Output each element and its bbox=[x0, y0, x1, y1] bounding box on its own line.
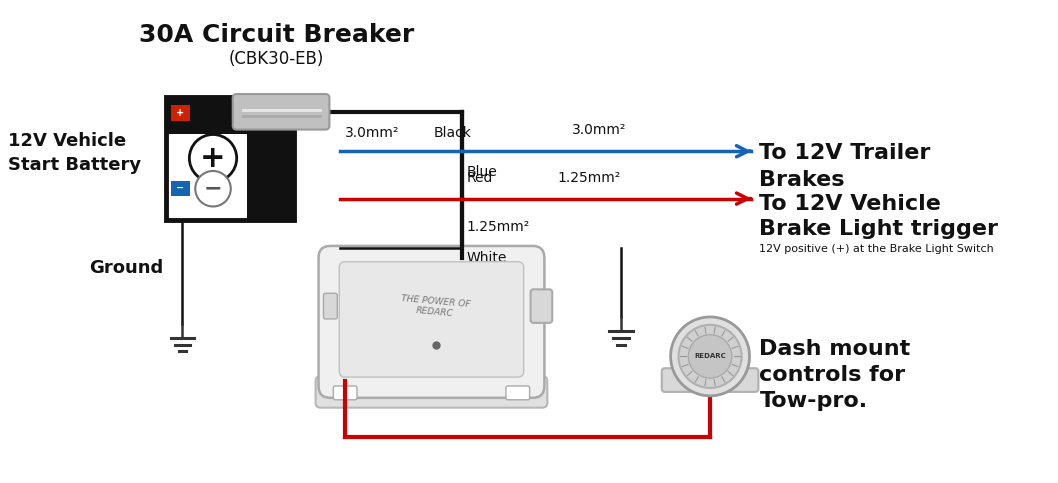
FancyBboxPatch shape bbox=[340, 262, 524, 377]
Text: Blue: Blue bbox=[467, 165, 497, 179]
Text: Ground: Ground bbox=[89, 258, 163, 277]
Text: (CBK30-EB): (CBK30-EB) bbox=[229, 50, 324, 68]
Text: Black: Black bbox=[434, 126, 472, 140]
Text: 12V positive (+) at the Brake Light Switch: 12V positive (+) at the Brake Light Swit… bbox=[760, 244, 995, 254]
FancyBboxPatch shape bbox=[233, 94, 329, 129]
Text: 1.25mm²: 1.25mm² bbox=[467, 220, 530, 234]
Polygon shape bbox=[166, 97, 294, 134]
Bar bbox=[170, 181, 190, 196]
Text: Red: Red bbox=[467, 171, 493, 185]
Text: 3.0mm²: 3.0mm² bbox=[572, 124, 626, 138]
FancyBboxPatch shape bbox=[315, 376, 547, 408]
Text: To 12V Vehicle
Brake Light trigger: To 12V Vehicle Brake Light trigger bbox=[760, 194, 999, 239]
Bar bbox=[170, 105, 190, 121]
Text: 3.0mm²: 3.0mm² bbox=[345, 126, 400, 140]
FancyBboxPatch shape bbox=[661, 368, 759, 392]
Text: +: + bbox=[200, 143, 225, 172]
Text: 12V Vehicle
Start Battery: 12V Vehicle Start Battery bbox=[7, 132, 141, 174]
Text: −: − bbox=[177, 183, 184, 193]
FancyBboxPatch shape bbox=[324, 293, 338, 319]
Text: To 12V Trailer
Brakes: To 12V Trailer Brakes bbox=[760, 143, 931, 190]
FancyBboxPatch shape bbox=[506, 386, 530, 400]
Text: REDARC: REDARC bbox=[694, 354, 726, 359]
FancyBboxPatch shape bbox=[530, 289, 552, 323]
FancyBboxPatch shape bbox=[318, 246, 545, 398]
Circle shape bbox=[678, 325, 742, 388]
Text: THE POWER OF
REDARC: THE POWER OF REDARC bbox=[400, 294, 471, 319]
Text: White: White bbox=[467, 251, 507, 265]
Circle shape bbox=[689, 335, 732, 378]
FancyBboxPatch shape bbox=[333, 386, 357, 400]
Circle shape bbox=[189, 134, 237, 182]
Text: −: − bbox=[204, 179, 222, 199]
Polygon shape bbox=[247, 134, 294, 220]
Text: Dash mount
controls for
Tow-pro.: Dash mount controls for Tow-pro. bbox=[760, 339, 911, 412]
Text: 1.25mm²: 1.25mm² bbox=[558, 171, 620, 185]
Text: +: + bbox=[177, 108, 184, 118]
Text: 30A Circuit Breaker: 30A Circuit Breaker bbox=[139, 23, 414, 47]
Circle shape bbox=[196, 171, 231, 207]
Circle shape bbox=[671, 317, 749, 396]
Bar bbox=[166, 97, 294, 220]
